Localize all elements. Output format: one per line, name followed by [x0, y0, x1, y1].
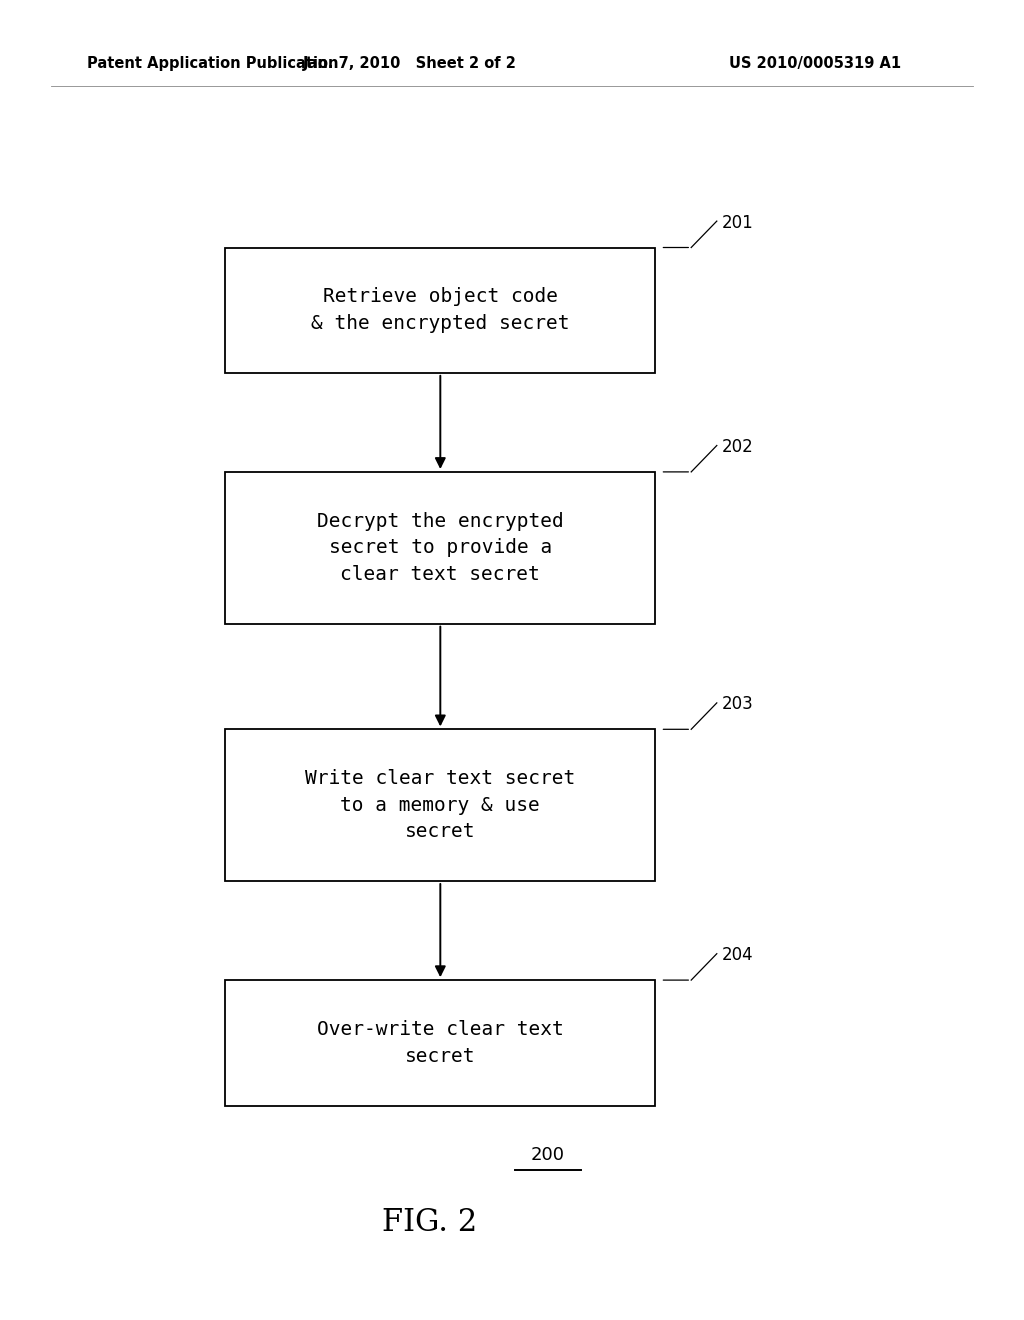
Bar	[225, 473, 655, 624]
Text: 201: 201	[722, 214, 754, 232]
Text: Over-write clear text
secret: Over-write clear text secret	[317, 1020, 563, 1065]
Text: Patent Application Publication: Patent Application Publication	[87, 55, 339, 71]
Text: Write clear text secret
to a memory & use
secret: Write clear text secret to a memory & us…	[305, 770, 575, 841]
Text: Retrieve object code
& the encrypted secret: Retrieve object code & the encrypted sec…	[311, 288, 569, 333]
Text: US 2010/0005319 A1: US 2010/0005319 A1	[729, 55, 901, 71]
Text: Decrypt the encrypted
secret to provide a
clear text secret: Decrypt the encrypted secret to provide …	[317, 512, 563, 583]
Bar	[225, 729, 655, 882]
Text: FIG. 2: FIG. 2	[382, 1206, 478, 1238]
Text: 204: 204	[722, 946, 754, 964]
Bar	[225, 248, 655, 372]
Text: 203: 203	[722, 696, 754, 713]
Text: 200: 200	[530, 1146, 565, 1164]
Text: 202: 202	[722, 438, 754, 457]
Bar	[225, 979, 655, 1106]
Text: Jan. 7, 2010   Sheet 2 of 2: Jan. 7, 2010 Sheet 2 of 2	[303, 55, 516, 71]
